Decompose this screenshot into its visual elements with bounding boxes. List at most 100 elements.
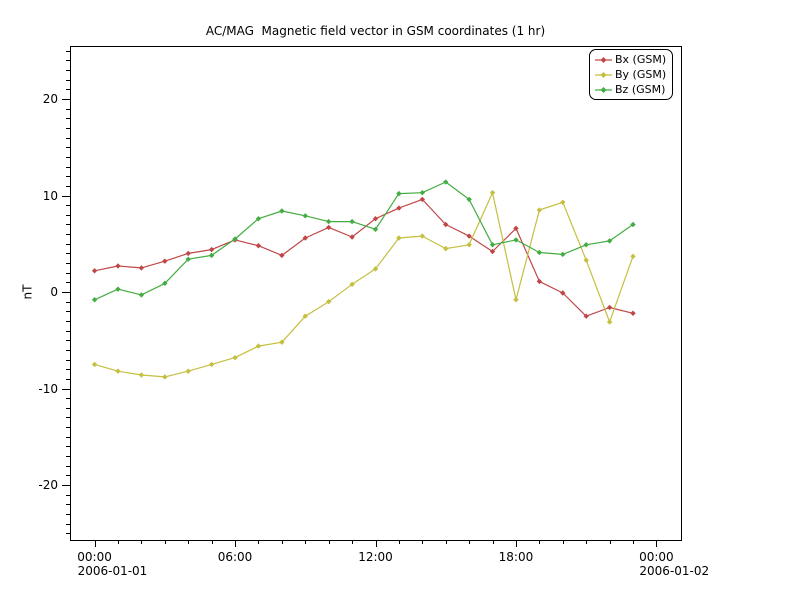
- data-point-bx: [489, 248, 496, 255]
- data-point-bz: [185, 256, 191, 262]
- data-point-bx: [560, 290, 566, 296]
- data-point-bz: [372, 226, 379, 233]
- y-tick-label: 20: [42, 92, 58, 107]
- legend: Bx (GSM) By (GSM) Bz (GSM): [589, 49, 673, 100]
- chart-title: AC/MAG Magnetic field vector in GSM coor…: [205, 24, 546, 38]
- data-point-bz: [138, 292, 145, 298]
- data-point-by: [162, 374, 168, 380]
- bx-legend-swatch-icon: [595, 56, 612, 63]
- data-point-by: [325, 298, 332, 305]
- data-point-bx: [185, 250, 191, 257]
- data-point-bx: [349, 234, 355, 240]
- data-point-by: [466, 242, 472, 248]
- data-point-bz: [419, 189, 426, 196]
- data-point-by: [419, 233, 426, 239]
- x-axis-date-label: 2006-01-02: [639, 564, 710, 578]
- data-point-bx: [115, 263, 121, 269]
- x-tick-label: 12:00: [358, 550, 393, 564]
- data-point-by: [513, 297, 519, 303]
- data-point-by: [232, 354, 238, 361]
- data-point-bx: [419, 196, 426, 203]
- data-point-bz: [349, 218, 355, 225]
- data-point-bz: [513, 237, 519, 243]
- data-point-bz: [208, 252, 215, 259]
- data-point-bx: [466, 233, 472, 239]
- x-axis-date-label: 2006-01-01: [77, 564, 148, 578]
- data-point-bx: [536, 278, 543, 285]
- data-point-bz: [560, 251, 566, 258]
- data-point-by: [396, 235, 402, 241]
- legend-label: Bx (GSM): [615, 53, 667, 66]
- data-point-by: [372, 266, 379, 272]
- x-tick-label: 06:00: [217, 550, 253, 564]
- data-point-bz: [466, 196, 472, 203]
- y-tick-label: -20: [38, 478, 58, 492]
- data-point-bx: [279, 252, 285, 259]
- series-line-bx: [94, 198, 634, 317]
- legend-entry-bz: Bz (GSM): [595, 82, 672, 97]
- data-point-by: [255, 343, 262, 349]
- data-point-bx: [396, 205, 402, 211]
- data-point-bz: [232, 236, 238, 242]
- data-point-bz: [91, 297, 98, 303]
- data-point-bx: [513, 225, 519, 232]
- data-point-bx: [325, 224, 332, 231]
- data-point-bz: [325, 218, 332, 225]
- series-line-bz: [94, 181, 634, 301]
- y-tick-label: -10: [38, 381, 58, 396]
- bz-legend-swatch-icon: [595, 86, 612, 93]
- data-point-by: [536, 207, 543, 213]
- data-point-bx: [208, 246, 215, 253]
- data-point-bz: [489, 242, 496, 248]
- data-point-by: [91, 361, 98, 368]
- data-point-bz: [279, 208, 285, 214]
- x-tick-label: 00:00: [77, 550, 112, 564]
- legend-entry-by: By (GSM): [595, 67, 672, 82]
- data-point-bz: [536, 249, 543, 256]
- data-point-by: [208, 361, 215, 368]
- data-point-by: [115, 368, 121, 374]
- data-point-by: [630, 253, 636, 260]
- x-tick-label: 18:00: [498, 550, 534, 564]
- data-point-bz: [396, 190, 402, 197]
- data-point-by: [185, 368, 191, 374]
- data-point-bz: [583, 242, 589, 248]
- data-point-bx: [255, 243, 262, 249]
- data-point-by: [138, 372, 145, 378]
- x-tick-label: 00:00: [639, 550, 674, 564]
- legend-entry-bx: Bx (GSM): [595, 52, 672, 67]
- y-tick-label: 10: [42, 188, 58, 203]
- data-point-bz: [443, 179, 449, 185]
- data-point-by: [279, 339, 285, 345]
- data-point-bx: [443, 221, 449, 228]
- series-line-by: [94, 192, 634, 378]
- data-point-bx: [372, 216, 379, 222]
- data-point-by: [560, 199, 566, 206]
- data-point-bx: [583, 313, 589, 319]
- data-point-bx: [138, 265, 145, 271]
- legend-label: Bz (GSM): [615, 83, 666, 96]
- data-point-bz: [606, 238, 613, 244]
- data-point-bz: [255, 216, 262, 222]
- data-point-bx: [91, 268, 98, 274]
- data-point-bz: [630, 221, 636, 228]
- data-point-bz: [302, 213, 308, 219]
- data-point-by: [349, 281, 355, 288]
- plot-frame: [70, 46, 682, 541]
- data-point-by: [443, 245, 449, 252]
- legend-label: By (GSM): [615, 68, 667, 81]
- data-point-bx: [302, 235, 308, 241]
- data-point-bx: [606, 304, 613, 311]
- data-point-bx: [162, 258, 168, 264]
- data-point-bz: [115, 286, 121, 292]
- data-point-bz: [162, 280, 168, 287]
- data-point-by: [302, 313, 308, 319]
- by-legend-swatch-icon: [595, 71, 612, 78]
- data-point-by: [606, 319, 613, 325]
- data-point-by: [489, 189, 496, 196]
- data-point-bx: [630, 310, 636, 316]
- data-point-by: [583, 257, 589, 263]
- y-tick-label: 0: [50, 285, 58, 300]
